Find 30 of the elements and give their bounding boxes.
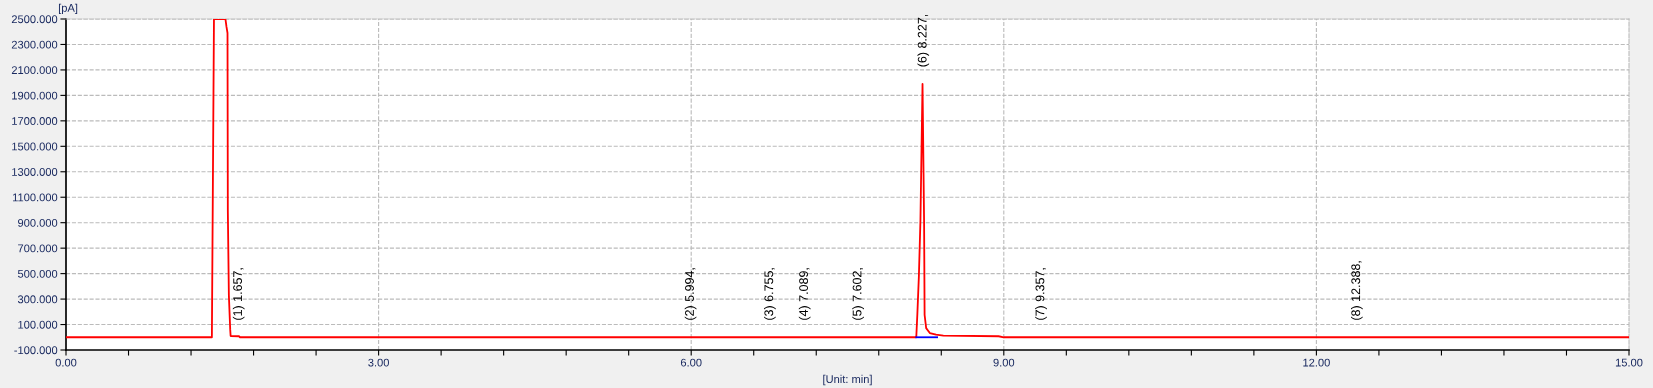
y-tick-label: 2300.000 [11,40,58,49]
x-tick-label: 9.00 [993,358,1015,367]
y-tick-label: 100.000 [18,320,58,329]
annotation: (6) 8.227, [917,14,930,67]
annotation: (2) 5.994, [684,268,697,320]
annotation: (8) 12.388, [1351,261,1363,320]
y-tick-label: 2100.000 [11,66,58,75]
x-tick-label: 3.00 [368,358,389,367]
annotation: (3) 6.755, [764,268,776,320]
annotation: (5) 7.602, [852,268,864,320]
x-tick-label: 0.00 [55,358,77,367]
y-axis-title: [pA] [58,3,78,15]
annotation: (4) 7.089, [798,268,811,320]
y-tick-label: -100.000 [14,346,58,355]
y-tick-label: 1300.000 [12,168,58,176]
y-tick-label: 1900.000 [12,91,58,100]
x-tick-label: 12.00 [1303,358,1330,367]
y-tick-label: 500.000 [17,269,58,278]
y-tick-label: 1100.000 [12,193,58,202]
x-tick-label: 6.00 [680,358,702,367]
y-tick-label: 1700.000 [12,117,58,125]
y-tick-label: 300.000 [17,295,58,304]
y-tick-label: 2500.000 [11,15,58,24]
y-tick-label: 900.000 [18,218,58,227]
annotation: (7) 9.357, [1035,268,1047,320]
y-tick-label: 700.000 [18,244,58,253]
annotation: (1) 1.657, [232,268,245,320]
y-tick-label: 1500.000 [12,142,58,151]
x-tick-label: 15.00 [1615,358,1643,367]
x-axis-title: [Unit: min] [823,374,872,386]
